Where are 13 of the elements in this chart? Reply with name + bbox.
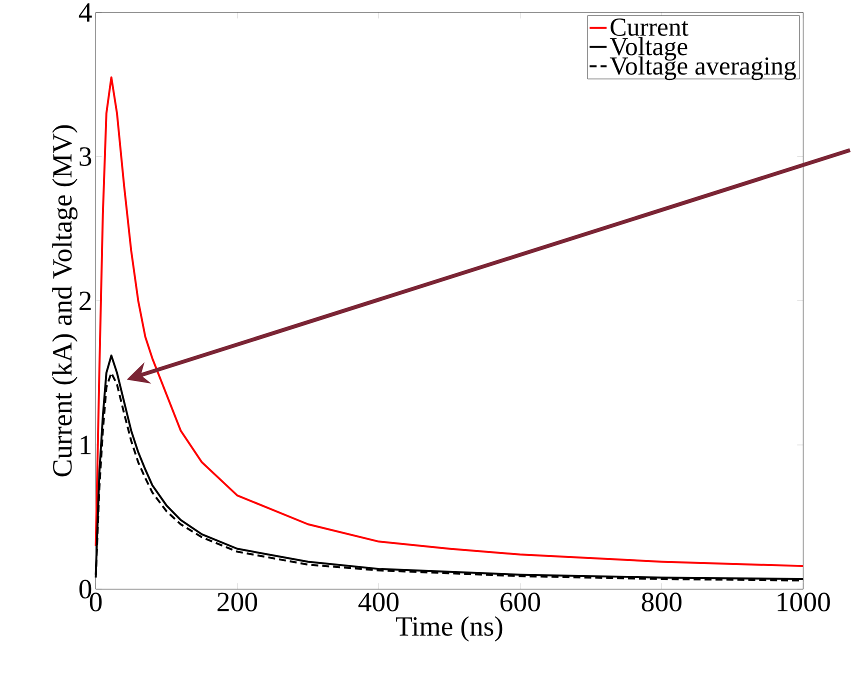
y-tick-label: 3 [80, 147, 92, 166]
x-tick-label: 600 [500, 592, 540, 612]
x-tick-label: 400 [358, 592, 399, 612]
y-tick-label: 1 [80, 436, 91, 454]
x-axis-title: Time (ns) [396, 616, 502, 642]
x-tick-label: 200 [218, 592, 258, 612]
x-tick-label: 1000 [778, 592, 830, 612]
y-axis-title: Current (kA) and Voltage (MV) [52, 125, 78, 476]
y-tick-label: 0 [79, 580, 92, 599]
x-tick-label: 800 [642, 592, 682, 612]
legend-label: Current [610, 18, 688, 36]
y-tick-label: 4 [78, 3, 92, 22]
y-tick-label: 2 [80, 292, 91, 310]
